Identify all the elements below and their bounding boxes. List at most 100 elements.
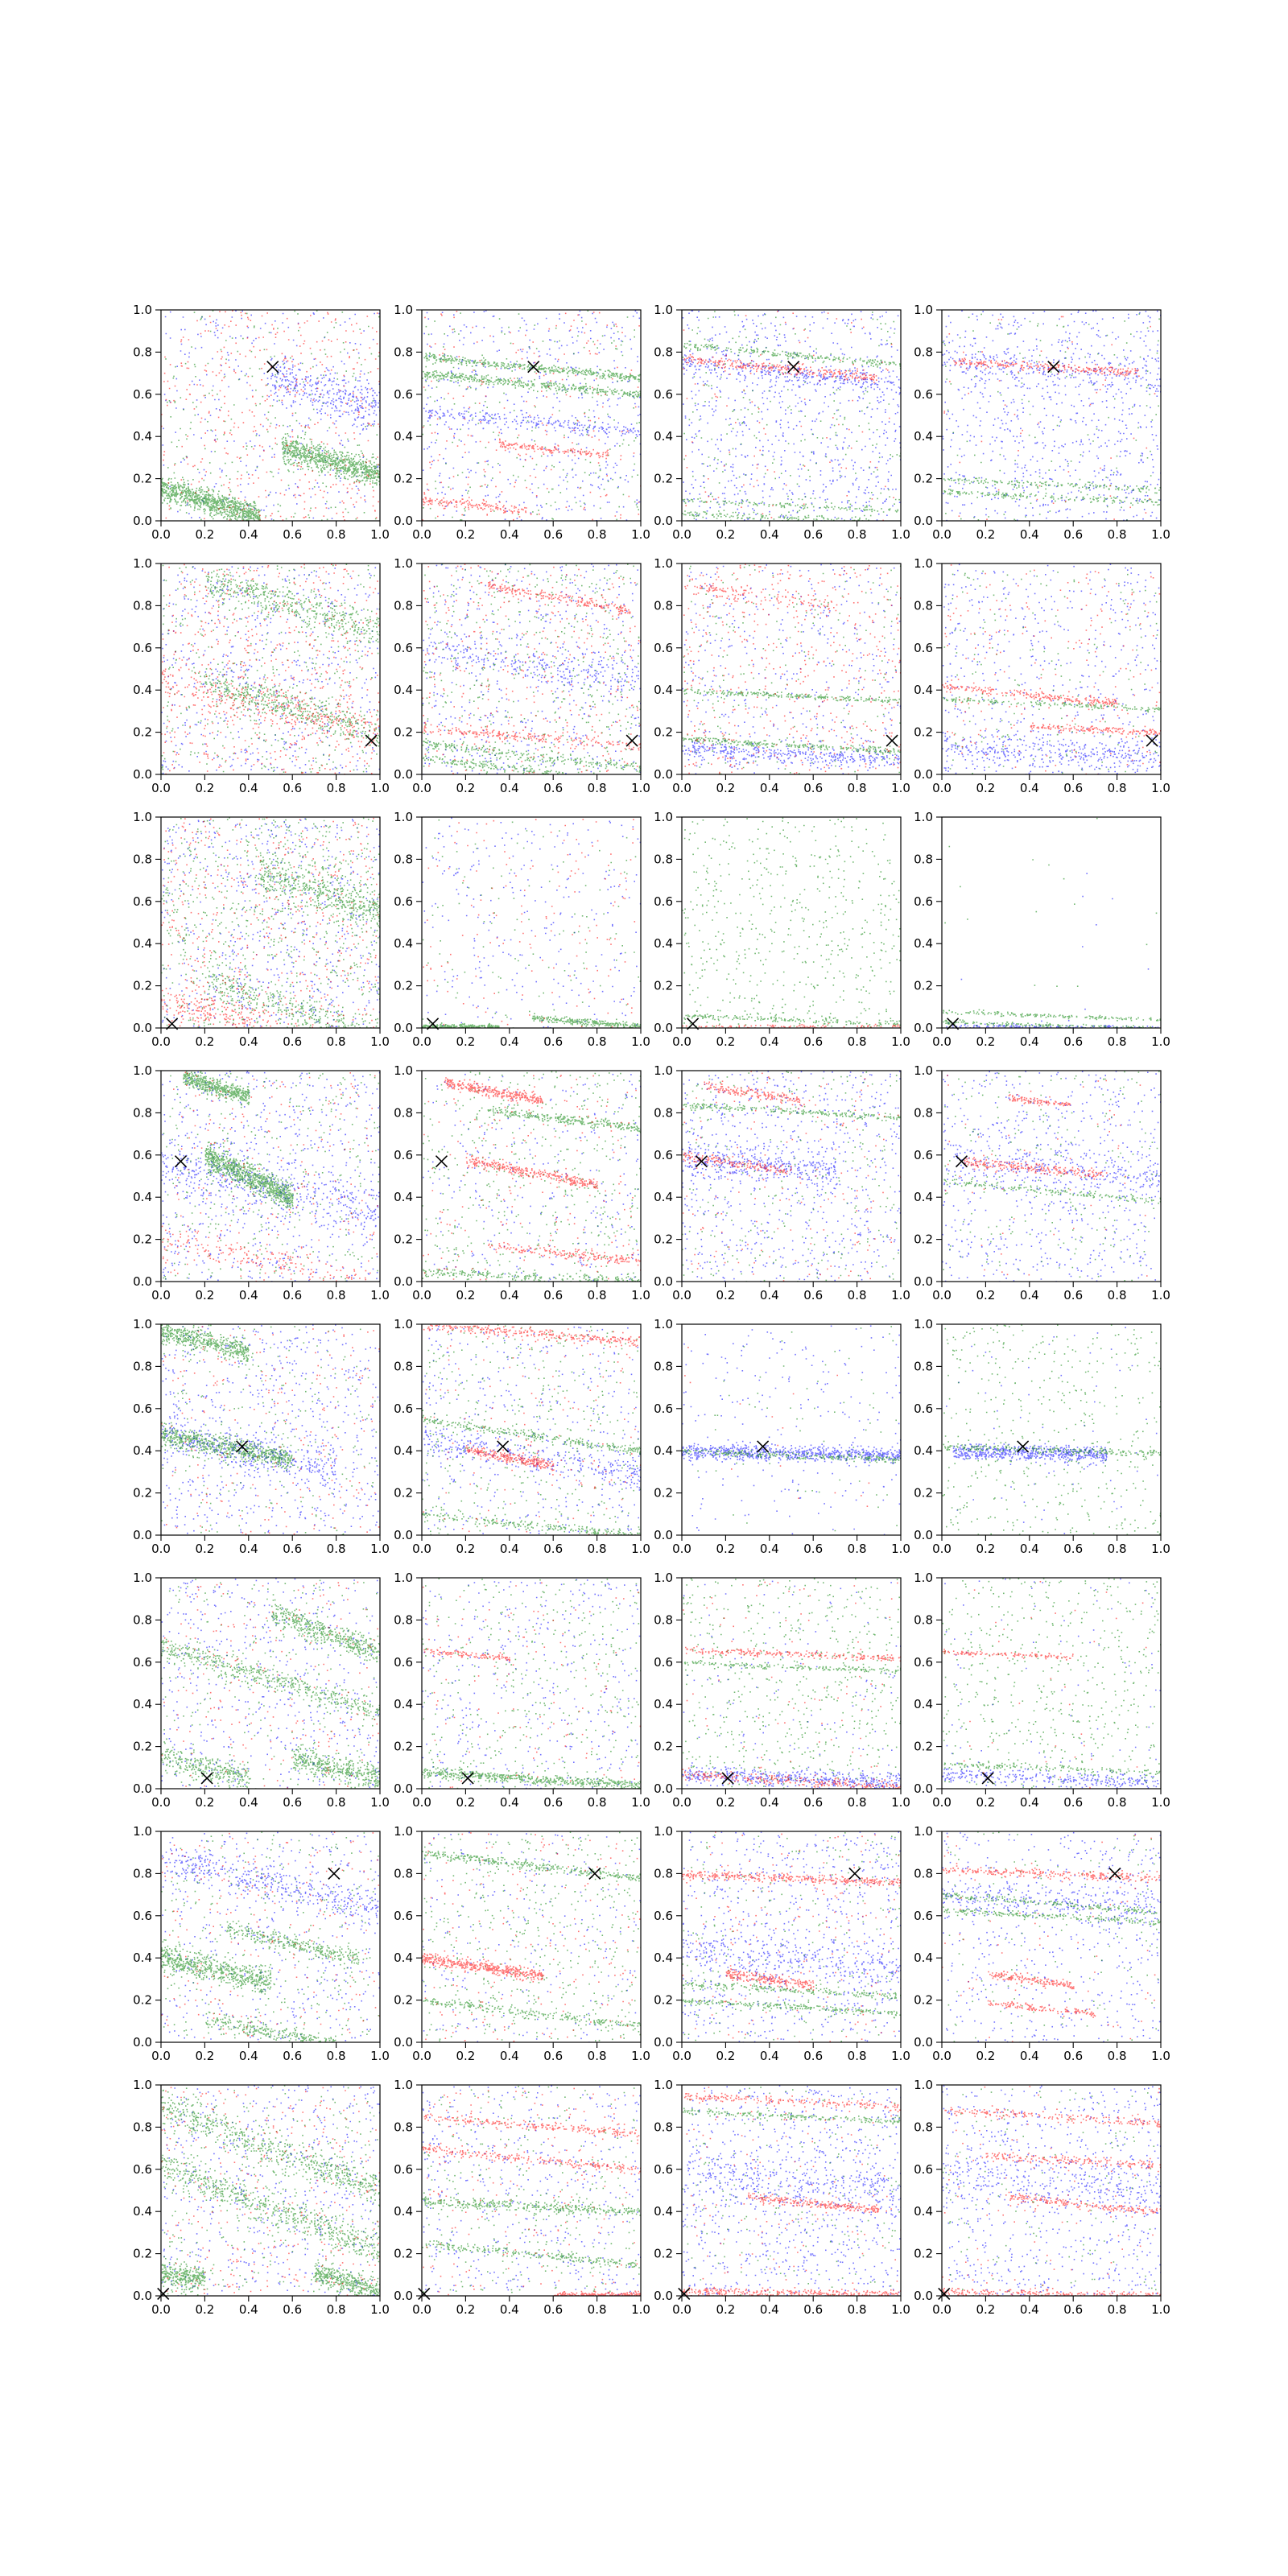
x-tick-label: 0.8 <box>848 527 867 542</box>
y-tick-label: 0.2 <box>914 979 933 993</box>
x-tick-label: 0.0 <box>151 2049 171 2063</box>
x-tick-label: 0.6 <box>283 1542 302 1556</box>
y-tick-label: 0.6 <box>133 2162 152 2177</box>
y-tick-label: 0.2 <box>133 472 152 486</box>
x-tick-label: 0.4 <box>760 2302 779 2317</box>
y-tick-label: 0.8 <box>654 1359 673 1373</box>
scatter-points <box>682 1071 902 1282</box>
x-tick-label: 0.2 <box>195 1288 214 1302</box>
points-red <box>683 1071 902 1282</box>
y-tick-label: 0.6 <box>394 1909 413 1923</box>
y-tick-label: 0.6 <box>133 1909 152 1923</box>
y-tick-label: 1.0 <box>133 303 152 317</box>
x-tick-label: 0.8 <box>848 781 867 795</box>
x-tick-label: 0.6 <box>543 1288 563 1302</box>
axes-frame <box>942 1324 1161 1535</box>
reference-marker <box>175 1156 186 1167</box>
x-tick-label: 0.2 <box>716 1542 735 1556</box>
y-tick-label: 0.8 <box>394 852 413 866</box>
x-tick-label: 0.2 <box>456 2302 475 2317</box>
x-tick-label: 0.4 <box>1020 1542 1039 1556</box>
x-tick-label: 0.4 <box>760 1034 779 1049</box>
reference-marker <box>939 2288 950 2299</box>
y-tick-label: 0.2 <box>394 1232 413 1247</box>
y-tick-label: 0.4 <box>394 683 413 697</box>
y-tick-label: 0.4 <box>654 1190 673 1204</box>
y-tick-label: 0.0 <box>394 514 413 528</box>
x-tick-label: 0.6 <box>543 1795 563 1810</box>
subplot-8-3: 0.0 0.2 0.4 0.6 0.8 1.00.00.20.40.60.81.0 <box>654 2078 910 2317</box>
x-tick-label: 0.2 <box>976 1542 995 1556</box>
x-tick-label: 0.2 <box>716 2049 735 2063</box>
x-tick-label: 0.2 <box>456 1542 475 1556</box>
points-blue <box>942 564 1161 775</box>
y-tick-label: 0.0 <box>914 767 933 782</box>
points-blue <box>161 1578 380 1790</box>
x-tick-label: 0.8 <box>848 1034 867 1049</box>
y-tick-label: 1.0 <box>654 303 673 317</box>
y-tick-label: 0.6 <box>654 1655 673 1670</box>
y-tick-label: 0.4 <box>914 1190 933 1204</box>
points-red <box>161 2087 380 2297</box>
x-tick-label: 0.0 <box>932 1795 952 1810</box>
y-tick-label: 0.2 <box>394 472 413 486</box>
x-tick-label: 0.8 <box>848 1542 867 1556</box>
subplot-6-2: 0.0 0.2 0.4 0.6 0.8 1.00.00.20.40.60.81.0 <box>394 1571 650 1810</box>
y-tick-label: 0.2 <box>914 2247 933 2261</box>
points-blue <box>682 1071 902 1282</box>
y-tick-label: 0.6 <box>654 2162 673 2177</box>
y-tick-label: 1.0 <box>914 303 933 317</box>
x-tick-label: 0.0 <box>672 527 691 542</box>
reference-marker <box>158 2288 169 2299</box>
points-green <box>422 819 642 1030</box>
points-blue <box>423 2085 642 2297</box>
x-tick-label: 0.0 <box>932 527 952 542</box>
points-green <box>161 1324 377 1535</box>
subplot-7-1: 0.0 0.2 0.4 0.6 0.8 1.00.00.20.40.60.81.0 <box>133 1824 390 2063</box>
points-blue <box>422 1579 640 1790</box>
points-blue <box>161 1324 381 1536</box>
x-tick-label: 0.8 <box>1108 527 1127 542</box>
x-tick-label: 0.8 <box>327 527 346 542</box>
x-tick-label: 1.0 <box>370 2302 390 2317</box>
x-tick-label: 0.6 <box>803 1034 823 1049</box>
x-tick-label: 0.6 <box>803 2049 823 2063</box>
x-tick-label: 0.8 <box>327 1034 346 1049</box>
y-tick-label: 0.6 <box>133 1402 152 1416</box>
y-tick-label: 0.0 <box>914 514 933 528</box>
points-green <box>422 1831 642 2041</box>
x-tick-label: 0.6 <box>803 781 823 795</box>
x-tick-label: 0.8 <box>588 781 607 795</box>
y-tick-label: 0.8 <box>133 2120 152 2134</box>
x-tick-label: 0.2 <box>195 2302 214 2317</box>
y-tick-label: 0.6 <box>914 387 933 402</box>
x-tick-label: 1.0 <box>370 1542 390 1556</box>
y-tick-label: 0.2 <box>133 725 152 740</box>
y-tick-label: 0.6 <box>654 1909 673 1923</box>
x-tick-label: 0.0 <box>151 1034 171 1049</box>
x-tick-label: 0.8 <box>327 2302 346 2317</box>
scatter-points <box>682 1831 902 2043</box>
points-red <box>683 311 894 521</box>
subplot-3-2: 0.0 0.2 0.4 0.6 0.8 1.00.00.20.40.60.81.0 <box>394 810 650 1049</box>
x-tick-label: 0.4 <box>1020 1795 1039 1810</box>
y-tick-label: 0.2 <box>133 1486 152 1501</box>
y-tick-label: 0.8 <box>133 1359 152 1373</box>
subplot-6-3: 0.0 0.2 0.4 0.6 0.8 1.00.00.20.40.60.81.0 <box>654 1571 910 1810</box>
axes-frame <box>161 564 380 774</box>
points-red <box>423 2088 642 2297</box>
y-tick-label: 0.8 <box>394 345 413 359</box>
points-blue <box>942 310 1162 522</box>
x-tick-label: 0.0 <box>932 1034 952 1049</box>
x-tick-label: 0.2 <box>195 527 214 542</box>
x-tick-label: 1.0 <box>1151 2049 1170 2063</box>
y-tick-label: 0.8 <box>394 1359 413 1373</box>
axes-frame <box>161 310 380 521</box>
subplot-6-1: 0.0 0.2 0.4 0.6 0.8 1.00.00.20.40.60.81.0 <box>133 1571 390 1810</box>
y-tick-label: 0.0 <box>654 1274 673 1289</box>
y-tick-label: 1.0 <box>394 1824 413 1839</box>
subplot-2-3: 0.0 0.2 0.4 0.6 0.8 1.00.00.20.40.60.81.0 <box>654 556 910 795</box>
x-tick-label: 0.4 <box>500 1034 519 1049</box>
axes-frame <box>161 817 380 1028</box>
x-tick-label: 1.0 <box>891 1288 910 1302</box>
